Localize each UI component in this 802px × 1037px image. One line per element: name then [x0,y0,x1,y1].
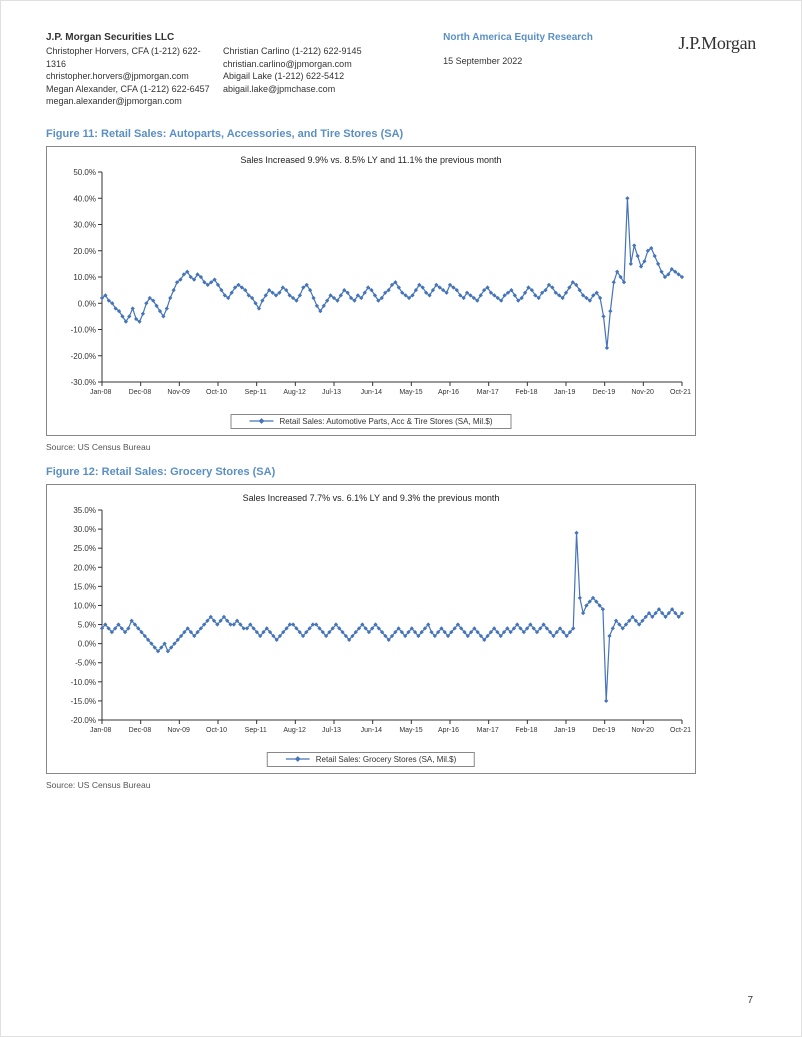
figure12-chart: Sales Increased 7.7% vs. 6.1% LY and 9.3… [46,484,696,774]
svg-text:Apr-16: Apr-16 [438,389,459,396]
analyst-line: abigail.lake@jpmchase.com [223,83,378,96]
svg-text:-15.0%: -15.0% [71,697,96,706]
svg-text:Dec-19: Dec-19 [593,389,616,396]
svg-text:20.0%: 20.0% [73,247,96,256]
figure11-legend-text: Retail Sales: Automotive Parts, Acc & Ti… [280,417,493,426]
figure12-subtitle: Sales Increased 7.7% vs. 6.1% LY and 9.3… [47,493,695,503]
svg-text:0.0%: 0.0% [78,640,96,649]
svg-text:Jan-19: Jan-19 [554,389,576,396]
report-date: 15 September 2022 [443,55,613,68]
svg-text:-20.0%: -20.0% [71,716,96,725]
figure11-svg: 50.0% 40.0% 30.0% 20.0% 10.0% 0.0% -10.0% -20.0… [47,167,697,412]
svg-text:Jun-14: Jun-14 [361,389,383,396]
figure11-legend: Retail Sales: Automotive Parts, Acc & Ti… [231,414,512,429]
analyst-line: Abigail Lake (1-212) 622-5412 [223,70,378,83]
svg-text:40.0%: 40.0% [73,194,96,203]
company-name: J.P. Morgan Securities LLC [46,31,211,45]
analyst-line: Christian Carlino (1-212) 622-9145 [223,45,378,58]
svg-text:Oct-21: Oct-21 [670,389,691,396]
svg-text:Nov-20: Nov-20 [631,389,654,396]
header-left: J.P. Morgan Securities LLC Christopher H… [46,31,378,108]
svg-text:Jan-19: Jan-19 [554,727,576,734]
analyst-line: christian.carlino@jpmorgan.com [223,58,378,71]
analyst-line: Christopher Horvers, CFA (1-212) 622-131… [46,45,211,70]
jpmorgan-logo: J.P.Morgan [678,31,756,56]
svg-text:30.0%: 30.0% [73,525,96,534]
svg-text:35.0%: 35.0% [73,506,96,515]
analyst-line: megan.alexander@jpmorgan.com [46,95,211,108]
svg-text:Dec-08: Dec-08 [129,727,152,734]
svg-text:-10.0%: -10.0% [71,325,96,334]
svg-text:Feb-18: Feb-18 [515,727,537,734]
analyst-line: christopher.horvers@jpmorgan.com [46,70,211,83]
figure11-title: Figure 11: Retail Sales: Autoparts, Acce… [46,128,756,140]
svg-text:-20.0%: -20.0% [71,352,96,361]
svg-text:5.0%: 5.0% [78,621,96,630]
svg-text:Jan-08: Jan-08 [90,727,112,734]
svg-text:15.0%: 15.0% [73,582,96,591]
svg-text:Jan-08: Jan-08 [90,389,112,396]
svg-text:Oct-10: Oct-10 [206,727,227,734]
figure12-svg: 35.0% 30.0% 25.0% 20.0% 15.0% 10.0% 5.0% 0.0% -5… [47,505,697,750]
analyst-line: Megan Alexander, CFA (1-212) 622-6457 [46,83,211,96]
svg-text:-30.0%: -30.0% [71,378,96,387]
figure11-chart: Sales Increased 9.9% vs. 8.5% LY and 11.… [46,146,696,436]
svg-text:Dec-08: Dec-08 [129,389,152,396]
svg-text:10.0%: 10.0% [73,601,96,610]
svg-text:-10.0%: -10.0% [71,678,96,687]
figure12-source: Source: US Census Bureau [46,780,756,790]
header-mid: North America Equity Research 15 Septemb… [443,31,613,108]
svg-text:Nov-20: Nov-20 [631,727,654,734]
svg-text:Jun-14: Jun-14 [361,727,383,734]
header-right: J.P.Morgan [678,31,756,108]
svg-text:Feb-18: Feb-18 [515,389,537,396]
page-number: 7 [747,995,753,1006]
header-col2: Christian Carlino (1-212) 622-9145 chris… [223,31,378,108]
figure11-source: Source: US Census Bureau [46,442,756,452]
legend-marker-icon [250,417,274,425]
svg-text:Aug-12: Aug-12 [283,727,306,734]
svg-text:50.0%: 50.0% [73,168,96,177]
svg-text:Sep-11: Sep-11 [245,389,267,396]
svg-text:Nov-09: Nov-09 [167,727,190,734]
legend-marker-icon [286,755,310,763]
svg-text:0.0%: 0.0% [78,299,96,308]
svg-text:Aug-12: Aug-12 [283,389,306,396]
figure12-legend-text: Retail Sales: Grocery Stores (SA, Mil.$) [316,755,456,764]
svg-text:-5.0%: -5.0% [75,659,96,668]
research-title: North America Equity Research [443,31,613,45]
svg-text:Oct-10: Oct-10 [206,389,227,396]
svg-text:10.0%: 10.0% [73,273,96,282]
svg-text:Sep-11: Sep-11 [245,727,267,734]
figure12-legend: Retail Sales: Grocery Stores (SA, Mil.$) [267,752,475,767]
svg-text:May-15: May-15 [399,389,422,396]
header-col1: J.P. Morgan Securities LLC Christopher H… [46,31,211,108]
svg-text:Jul-13: Jul-13 [322,389,341,396]
figure12-title: Figure 12: Retail Sales: Grocery Stores … [46,466,756,478]
svg-text:May-15: May-15 [399,727,422,734]
svg-text:Mar-17: Mar-17 [477,389,499,396]
svg-text:Apr-16: Apr-16 [438,727,459,734]
svg-text:25.0%: 25.0% [73,544,96,553]
svg-text:Oct-21: Oct-21 [670,727,691,734]
svg-text:30.0%: 30.0% [73,220,96,229]
svg-text:Mar-17: Mar-17 [477,727,499,734]
svg-text:Nov-09: Nov-09 [167,389,190,396]
figure11-subtitle: Sales Increased 9.9% vs. 8.5% LY and 11.… [47,155,695,165]
svg-text:Jul-13: Jul-13 [322,727,341,734]
svg-text:Dec-19: Dec-19 [593,727,616,734]
page-header: J.P. Morgan Securities LLC Christopher H… [46,31,756,108]
svg-text:20.0%: 20.0% [73,563,96,572]
